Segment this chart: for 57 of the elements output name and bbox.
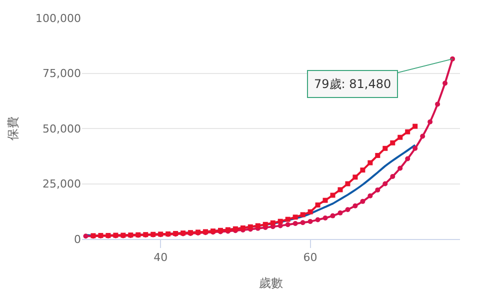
point xyxy=(390,140,396,146)
point xyxy=(442,80,448,86)
point xyxy=(352,203,358,208)
point xyxy=(308,209,313,214)
annotation: 79歲: 81,480 xyxy=(314,77,392,91)
y-tick-label: 50,000 xyxy=(42,122,81,136)
point xyxy=(398,166,403,171)
point xyxy=(300,212,306,218)
point xyxy=(368,193,373,198)
point xyxy=(262,222,268,227)
point xyxy=(428,119,433,124)
point xyxy=(308,219,313,224)
point xyxy=(375,187,380,192)
point xyxy=(300,220,306,226)
point xyxy=(412,146,418,151)
point xyxy=(360,168,366,173)
point xyxy=(420,134,426,139)
point xyxy=(382,146,388,151)
point xyxy=(255,223,260,228)
point xyxy=(315,217,320,222)
y-tick-label: 0 xyxy=(74,232,81,246)
point xyxy=(375,152,380,158)
point xyxy=(368,160,373,166)
point xyxy=(292,214,298,220)
point xyxy=(285,222,290,228)
point xyxy=(330,192,336,198)
point xyxy=(83,234,88,239)
point xyxy=(405,156,410,162)
point xyxy=(382,181,388,186)
point xyxy=(398,134,403,140)
point xyxy=(278,223,283,228)
point xyxy=(330,213,336,218)
point xyxy=(405,129,410,134)
y-tick-label: 100,000 xyxy=(36,12,81,25)
point xyxy=(315,202,320,208)
point xyxy=(322,198,328,203)
x-tick-label: 60 xyxy=(303,251,318,264)
point xyxy=(345,207,350,212)
point xyxy=(322,216,328,221)
point xyxy=(360,198,366,204)
point xyxy=(338,187,343,192)
point xyxy=(248,224,253,230)
point xyxy=(345,181,350,186)
point xyxy=(435,102,440,107)
point xyxy=(270,220,276,226)
point xyxy=(292,221,298,226)
x-tick-label: 40 xyxy=(154,251,168,264)
y-tick-label: 75,000 xyxy=(42,67,81,80)
x-axis-title: 歲數 xyxy=(259,276,283,290)
y-axis-title: 保費 xyxy=(6,116,20,140)
point xyxy=(278,218,283,224)
point xyxy=(352,174,358,180)
point xyxy=(338,210,343,216)
point xyxy=(285,216,290,222)
y-tick-label: 25,000 xyxy=(42,178,81,191)
point xyxy=(390,174,396,179)
point xyxy=(412,124,418,129)
